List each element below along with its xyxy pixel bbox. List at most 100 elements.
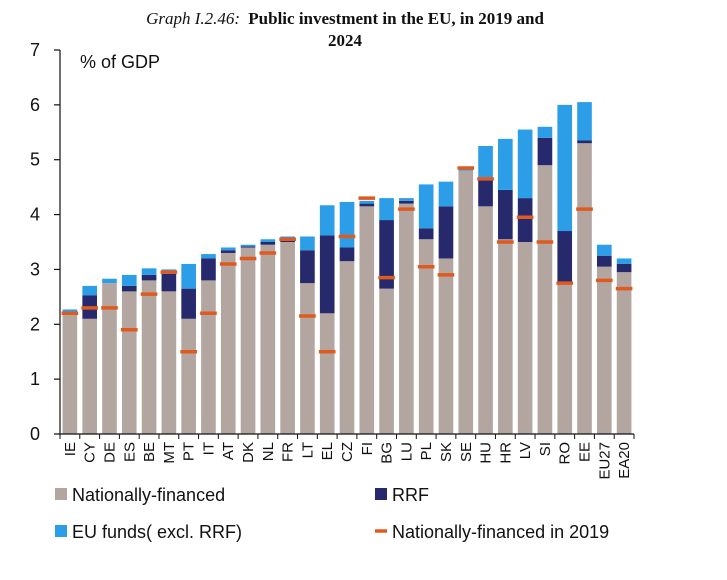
bar-mt-series-0	[161, 291, 177, 434]
bar-sk-series-0	[438, 258, 454, 434]
markers-layer	[61, 166, 633, 354]
bar-dk-series-2	[240, 244, 256, 247]
x-tick-label-si: SI	[537, 442, 554, 456]
x-tick-labels: IE CY DE ES BE MT PT IT AT DK NL FR LT EL CZ FI BG LU PL SK…	[62, 442, 633, 480]
bar-ie-series-0	[62, 313, 78, 434]
bar-lu-series-2	[399, 198, 414, 201]
x-tick-label-ea20: EA20	[616, 442, 633, 479]
bar-pl-series-0	[418, 239, 434, 434]
y-tick-label-2: 2	[30, 314, 40, 334]
bar-pl-series-1	[418, 228, 434, 240]
bar-hr-series-0	[498, 239, 513, 434]
bar-se-series-0	[458, 170, 474, 434]
bar-lu-series-0	[399, 203, 414, 434]
chart-title-prefix: Graph I.2.46:	[146, 9, 240, 28]
bar-ea20-series-1	[616, 263, 632, 273]
bar-hu-series-1	[478, 178, 493, 207]
x-tick-label-ro: RO	[557, 442, 574, 465]
y-tick-labels: 0 1 2 3 4 5 6 7	[30, 40, 40, 444]
legend-swatch-1	[375, 488, 387, 500]
legend-swatch-0	[55, 488, 67, 500]
legend-label-1: RRF	[392, 485, 429, 505]
bar-lt-series-2	[300, 236, 315, 251]
bar-ie-series-2	[62, 309, 78, 313]
legend-swatch-2	[55, 525, 67, 537]
bar-es-series-2	[121, 274, 137, 286]
y-tick-label-3: 3	[30, 259, 40, 279]
y-tick-label-1: 1	[30, 369, 40, 389]
bar-ro-series-2	[557, 104, 573, 232]
bar-dk-series-1	[240, 246, 256, 248]
bar-pt-series-1	[181, 288, 196, 319]
chart-title-line1: Graph I.2.46: Public investment in the E…	[146, 9, 544, 28]
bar-es-series-0	[121, 291, 137, 434]
bar-pt-series-2	[181, 263, 196, 289]
x-tick-label-fr: FR	[280, 442, 297, 462]
bar-de-series-0	[102, 283, 117, 434]
x-tick-label-es: ES	[121, 442, 138, 462]
bar-ea20-series-0	[616, 272, 632, 434]
bar-ee-series-1	[577, 140, 592, 144]
bar-lv-series-0	[517, 242, 533, 434]
bar-lv-series-1	[517, 198, 533, 242]
x-tick-label-mt: MT	[161, 442, 178, 464]
x-tick-label-at: AT	[220, 442, 237, 460]
bar-fi-series-0	[359, 206, 375, 434]
bar-it-series-1	[201, 258, 216, 281]
bar-hr-series-1	[498, 189, 513, 240]
bar-sk-series-1	[438, 206, 454, 259]
bar-be-series-0	[141, 280, 157, 434]
bar-ro-series-0	[557, 283, 573, 434]
x-tick-label-ee: EE	[577, 442, 594, 462]
x-tick-label-cz: CZ	[339, 442, 356, 462]
bar-cy-series-0	[82, 318, 98, 434]
bar-fi-series-1	[359, 203, 375, 207]
legend-label-0: Nationally-financed	[72, 485, 225, 505]
bar-pl-series-2	[418, 184, 434, 229]
bar-ee-series-0	[577, 143, 592, 434]
bar-dk-series-0	[240, 247, 256, 434]
bar-fr-series-0	[280, 242, 295, 434]
bar-it-series-0	[201, 280, 216, 434]
bar-eu27-series-1	[596, 255, 612, 267]
chart-title-line2: 2024	[328, 31, 363, 50]
bar-hr-series-2	[498, 138, 513, 190]
bar-at-series-0	[220, 252, 236, 434]
x-tick-label-eu27: EU27	[596, 442, 613, 480]
bar-de-series-2	[102, 278, 117, 284]
bar-hu-series-0	[478, 206, 493, 434]
bar-ro-series-1	[557, 231, 573, 284]
x-tick-label-dk: DK	[240, 442, 257, 463]
y-tick-label-0: 0	[30, 424, 40, 444]
bar-mt-series-1	[161, 273, 177, 292]
x-tick-label-nl: NL	[260, 442, 277, 461]
bar-si-series-2	[537, 126, 553, 138]
bar-eu27-series-0	[596, 266, 612, 434]
bar-pt-series-0	[181, 318, 196, 434]
bar-cz-series-0	[339, 261, 355, 434]
bar-be-series-2	[141, 268, 157, 275]
x-tick-label-pl: PL	[418, 442, 435, 460]
bar-fi-series-2	[359, 200, 375, 204]
bar-nl-series-2	[260, 239, 276, 242]
bar-si-series-0	[537, 165, 553, 434]
x-tick-label-lu: LU	[398, 442, 415, 461]
bar-es-series-1	[121, 285, 137, 292]
bars-layer	[62, 102, 632, 434]
bar-nl-series-0	[260, 244, 276, 434]
legend: Nationally-financed RRF EU funds( excl. RR…	[55, 485, 609, 542]
axes-layer	[54, 49, 635, 439]
x-tick-label-se: SE	[458, 442, 475, 462]
bar-bg-series-0	[379, 288, 394, 434]
x-tick-label-lt: LT	[299, 442, 316, 458]
x-tick-label-el: EL	[319, 442, 336, 460]
bar-lu-series-1	[399, 200, 414, 204]
bar-ea20-series-2	[616, 258, 632, 264]
bar-lv-series-2	[517, 129, 533, 199]
bar-fr-series-2	[280, 236, 295, 239]
x-tick-label-lv: LV	[517, 442, 534, 459]
y-tick-label-6: 6	[30, 95, 40, 115]
legend-label-2: EU funds( excl. RRF)	[72, 522, 242, 542]
bar-eu27-series-2	[596, 244, 612, 256]
